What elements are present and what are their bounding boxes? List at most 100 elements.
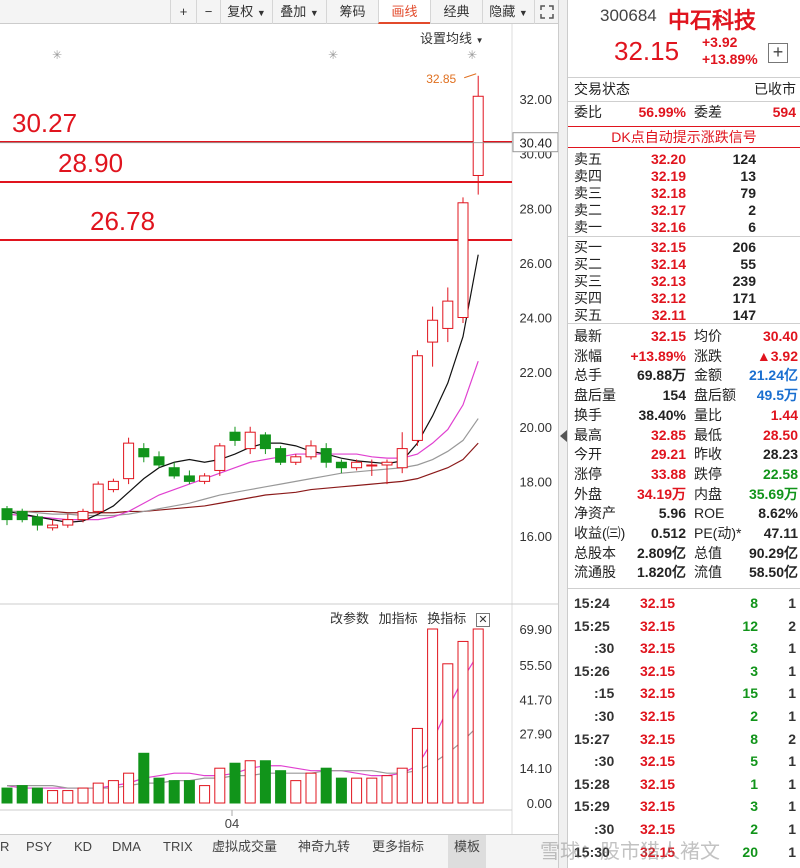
candle-body [320,448,332,463]
tick-row: :15 32.15 15 1 [568,684,800,703]
expand-button[interactable] [534,0,558,24]
quote-header: 300684 中石科技 32.15 +3.92 +13.89% + [568,0,800,76]
tab-template[interactable]: 模板 [448,835,487,868]
stat-value: 1.820亿 [636,564,686,581]
tab-virtual-volume[interactable]: 虚拟成交量 [212,839,278,854]
tick-count: 1 [788,821,796,837]
tab-kd[interactable]: KD [74,839,93,854]
zoom-in-button[interactable]: + [170,0,196,24]
price-tick-label: 32.00 [519,92,552,107]
fuquan-dropdown[interactable]: 复权 ▼ [220,0,272,24]
overlay-dropdown[interactable]: 叠加 ▼ [272,0,326,24]
bid-row[interactable]: 买四 32.12 171 [568,289,800,308]
volume-bar [442,663,454,804]
tab-magic-nine[interactable]: 神奇九转 [298,839,351,854]
tab-r[interactable]: R [0,839,10,854]
volume-bar [107,780,119,804]
chip-button[interactable]: 筹码 [326,0,378,24]
expand-icon [539,5,554,19]
zoom-out-button[interactable]: − [196,0,220,24]
order-level-label: 买五 [574,307,602,323]
candle-body [275,448,287,463]
kline-chart[interactable]: ✳ ✳ ✳ 30.27 28.90 26.78 32.00 30.00 28.00 26.00… [0,24,559,836]
volume-tick-label: 41.70 [519,692,552,707]
tab-more-indicators[interactable]: 更多指标 [372,839,425,854]
candle-body [335,461,347,469]
tick-price: 32.15 [640,708,676,724]
bid-row[interactable]: 买三 32.13 239 [568,272,800,291]
volume-bar [77,787,89,804]
tick-row: 15:28 32.15 1 1 [568,775,800,794]
weibi-value: 56.99% [638,104,686,120]
tab-dma[interactable]: DMA [112,839,141,854]
tick-price: 32.15 [640,640,676,657]
bid-row[interactable]: 买二 32.14 55 [568,255,800,274]
close-icon[interactable]: ✕ [475,613,490,627]
support-line-label: 30.27 [12,108,77,138]
classic-button[interactable]: 经典 [430,0,482,24]
candle-body [351,461,363,469]
tab-trix[interactable]: TRIX [163,839,193,854]
order-level-label: 卖二 [574,202,602,218]
stat-value: 38.40% [638,406,686,423]
volume-bar [244,760,256,804]
tick-volume: 8 [750,595,758,611]
order-level-label: 卖五 [574,151,602,167]
volume-tick-label: 55.50 [519,658,552,673]
panel-splitter[interactable] [558,0,568,868]
add-indicator-button[interactable]: 加指标 [378,611,418,626]
draw-line-button[interactable]: 画线 [378,0,430,24]
weibi-label: 委比 [574,104,602,120]
stat-value: 47.11 [763,525,798,541]
volume-bar [411,727,423,804]
order-volume: 13 [740,168,756,184]
weicha-label: 委差 [694,104,722,120]
tick-time: :30 [594,708,615,724]
volume-bar [396,767,408,804]
candle-body [138,448,150,458]
ask-row[interactable]: 卖四 32.19 13 [568,167,800,186]
ask-row[interactable]: 卖五 32.20 124 [568,150,800,169]
support-line-label: 26.78 [90,206,155,236]
ask-row[interactable]: 卖二 32.17 2 [568,201,800,220]
order-price: 32.20 [650,151,686,167]
switch-indicator-button[interactable]: 换指标 [427,611,467,626]
chevron-down-icon: ▼ [518,8,528,18]
volume-bar [305,772,317,804]
order-volume: 55 [740,256,756,272]
weicha-value: 594 [772,104,796,120]
tick-volume: 20 [742,843,758,860]
volume-bar [123,772,135,804]
tick-row: 15:24 32.15 8 1 [568,594,800,613]
tick-row: :30 32.15 5 1 [568,752,800,771]
stat-value: 35.69万 [748,485,798,502]
collapse-arrow-icon[interactable] [560,430,567,442]
tick-volume: 2 [750,708,758,724]
stat-row: 流通股 1.820亿 流值 58.50亿 [568,563,800,582]
ask-row[interactable]: 卖三 32.18 79 [568,184,800,203]
order-price: 32.18 [650,185,686,201]
edit-params-button[interactable]: 改参数 [330,611,370,626]
bid-row[interactable]: 买一 32.15 206 [568,238,800,257]
price-tick-label: 18.00 [519,474,552,489]
stat-label: 最新 [574,328,602,344]
hide-dropdown[interactable]: 隐藏 ▼ [482,0,534,24]
volume-bar [153,777,165,804]
candle-body [77,510,89,521]
date-label: 04 [225,816,239,831]
stat-label: 均价 [694,328,722,344]
order-level-label: 卖一 [574,219,602,235]
order-price: 32.13 [650,273,686,289]
bid-row[interactable]: 买五 32.11 147 [568,306,800,325]
order-volume: 147 [732,307,756,323]
ask-row[interactable]: 卖一 32.16 6 [568,218,800,237]
tick-time: :15 [594,685,615,702]
candle-body [1,508,13,521]
ma-setting-button[interactable]: 设置均线 ▼ [420,28,484,47]
tick-time: 15:27 [574,730,610,747]
dk-signal-link[interactable]: DK点自动提示涨跌信号 [568,126,800,148]
add-watchlist-button[interactable]: + [768,43,788,63]
chart-toolbar: + − 复权 ▼ 叠加 ▼ 筹码 画线 经典 隐藏 ▼ [0,0,558,24]
tab-psy[interactable]: PSY [26,839,53,854]
